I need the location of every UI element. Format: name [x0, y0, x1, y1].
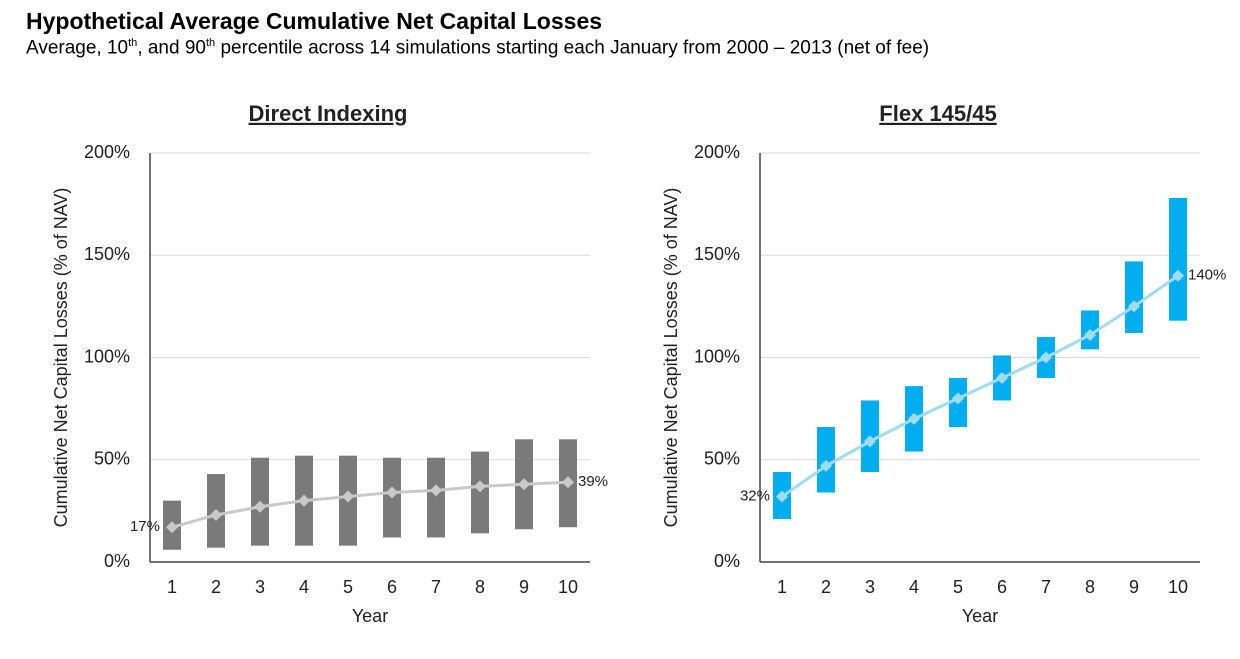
x-axis-label: Year — [962, 606, 998, 626]
average-marker — [430, 484, 442, 497]
header: Hypothetical Average Cumulative Net Capi… — [26, 8, 929, 59]
x-tick-label: 4 — [909, 577, 919, 597]
average-marker — [386, 486, 398, 499]
y-tick-label: 0% — [104, 551, 130, 571]
subtitle-sup: th — [205, 37, 216, 49]
data-label: 17% — [130, 518, 160, 535]
y-tick-label: 200% — [694, 142, 740, 162]
x-tick-label: 9 — [1129, 577, 1139, 597]
average-marker — [562, 476, 574, 489]
y-tick-label: 150% — [84, 244, 130, 264]
x-tick-label: 6 — [997, 577, 1007, 597]
x-tick-label: 2 — [821, 577, 831, 597]
x-tick-label: 7 — [1041, 577, 1051, 597]
average-line — [781, 274, 1179, 498]
x-tick-label: 8 — [475, 577, 485, 597]
x-tick-label: 5 — [953, 577, 963, 597]
x-tick-label: 9 — [519, 577, 529, 597]
range-bar — [817, 427, 835, 493]
x-tick-label: 10 — [558, 577, 578, 597]
average-marker — [908, 412, 920, 425]
average-marker — [518, 478, 530, 491]
x-tick-label: 8 — [1085, 577, 1095, 597]
x-tick-label: 7 — [431, 577, 441, 597]
x-tick-label: 10 — [1168, 577, 1188, 597]
x-tick-label: 1 — [167, 577, 177, 597]
x-tick-label: 6 — [387, 577, 397, 597]
x-tick-label: 4 — [299, 577, 309, 597]
average-marker — [254, 500, 266, 513]
average-marker — [820, 459, 832, 472]
average-marker — [166, 521, 178, 534]
x-tick-label: 5 — [343, 577, 353, 597]
range-bar — [471, 451, 489, 534]
x-tick-label: 3 — [255, 577, 265, 597]
average-marker — [996, 371, 1008, 384]
page-subtitle: Average, 10th, and 90th percentile acros… — [26, 37, 929, 59]
average-marker — [1128, 300, 1140, 313]
average-marker — [1084, 329, 1096, 342]
x-tick-label: 2 — [211, 577, 221, 597]
subtitle-part: percentile across 14 simulations startin… — [215, 37, 930, 59]
x-tick-label: 1 — [777, 577, 787, 597]
average-marker — [210, 508, 222, 521]
average-marker — [342, 490, 354, 503]
subtitle-part: Average, 10 — [26, 37, 129, 59]
data-label: 39% — [578, 473, 608, 490]
range-bar — [427, 457, 445, 538]
y-tick-label: 100% — [84, 346, 130, 366]
data-label: 32% — [740, 488, 770, 505]
y-tick-label: 0% — [714, 551, 740, 571]
x-tick-label: 3 — [865, 577, 875, 597]
y-tick-label: 200% — [84, 142, 130, 162]
average-marker — [298, 494, 310, 507]
y-tick-label: 100% — [694, 346, 740, 366]
average-marker — [776, 490, 788, 503]
average-line — [171, 480, 569, 529]
range-bar — [1125, 261, 1143, 333]
y-tick-label: 50% — [704, 449, 740, 469]
average-marker — [952, 392, 964, 405]
data-label: 140% — [1188, 267, 1226, 284]
chart-title: Flex 145/45 — [879, 101, 996, 126]
page-title: Hypothetical Average Cumulative Net Capi… — [26, 8, 603, 34]
average-marker — [1172, 269, 1184, 282]
y-tick-label: 50% — [94, 449, 130, 469]
subtitle-sup: th — [128, 37, 138, 49]
average-marker — [1040, 351, 1052, 364]
x-axis-label: Year — [352, 606, 388, 626]
chart-title: Direct Indexing — [249, 101, 408, 126]
y-axis-label: Cumulative Net Capital Losses (% of NAV) — [51, 188, 71, 528]
range-bar — [1169, 197, 1187, 321]
average-marker — [864, 435, 876, 448]
y-axis-label: Cumulative Net Capital Losses (% of NAV) — [661, 188, 681, 528]
y-tick-label: 150% — [694, 244, 740, 264]
subtitle-part: , and 90 — [137, 37, 206, 59]
average-marker — [474, 480, 486, 493]
